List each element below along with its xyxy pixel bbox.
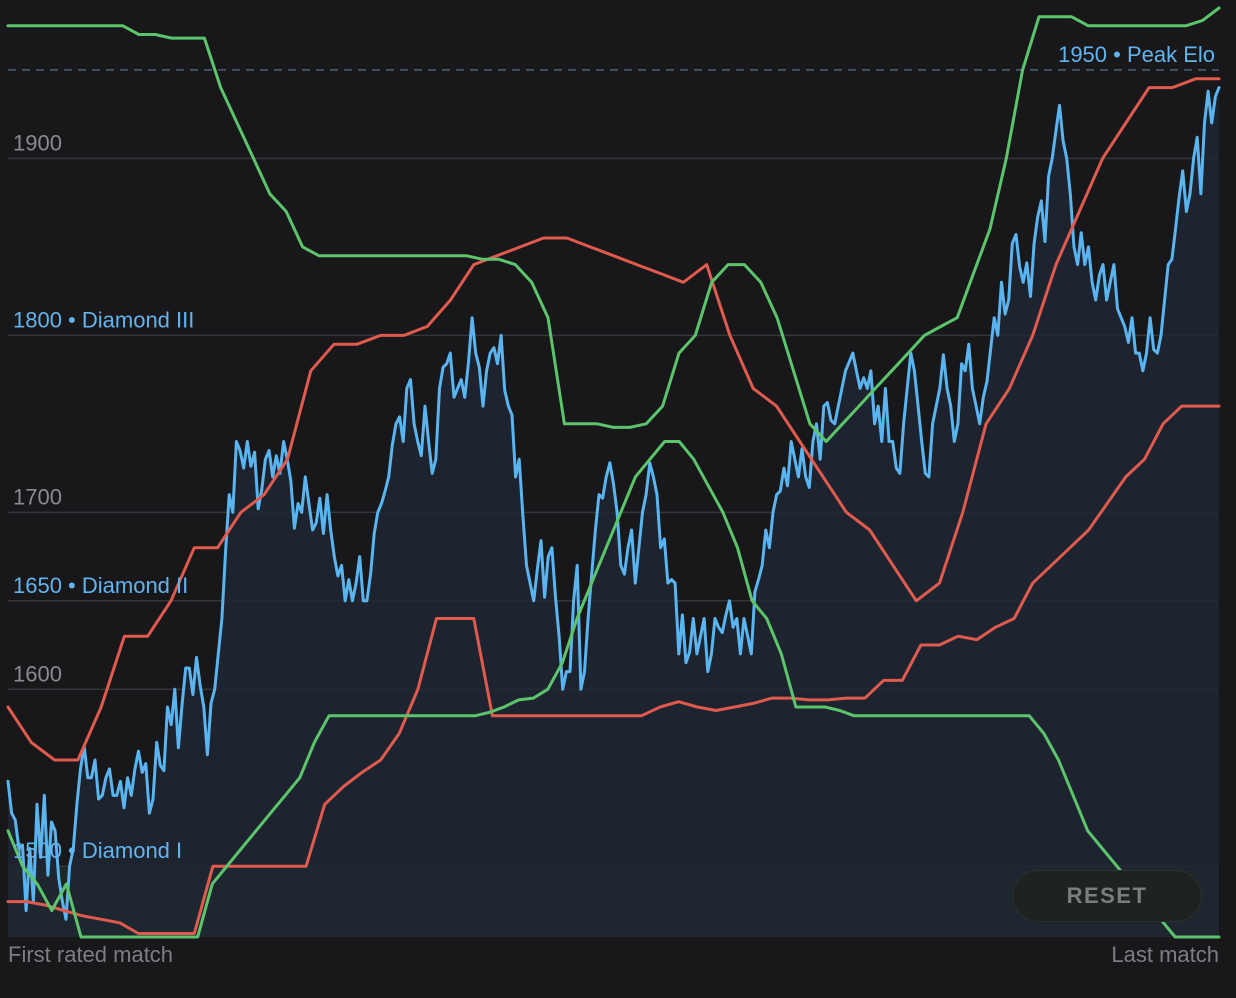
series-1-line [6,77,1221,762]
y-tick-label-1900: 1900 [13,130,62,155]
series-3-line [6,6,1221,443]
peak-elo-label: 1950 • Peak Elo [1058,42,1215,67]
series-0-area [8,87,1219,938]
y-tick-label-1800: 1800 • Diamond III [13,307,194,332]
series-4-line [6,440,1221,939]
y-tick-label-1600: 1600 [13,661,62,686]
y-tick-label-1650: 1650 • Diamond II [13,573,188,598]
series-0-line [6,86,1221,921]
series-2-line [6,404,1221,935]
y-tick-label-1700: 1700 [13,484,62,509]
reset-button[interactable]: RESET [1012,870,1202,922]
x-start-label: First rated match [8,942,173,967]
y-tick-label-1500: 1500 • Diamond I [13,838,182,863]
x-end-label: Last match [1111,942,1219,967]
